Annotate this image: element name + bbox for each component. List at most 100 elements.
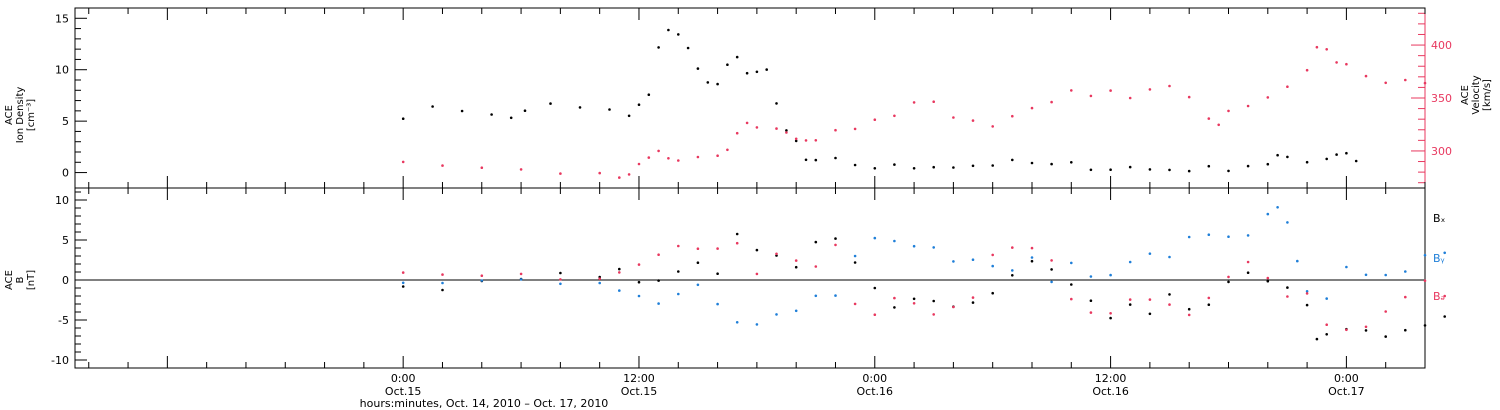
data-point [1384, 273, 1387, 277]
data-point [1364, 325, 1368, 329]
data-point [1296, 259, 1299, 263]
data-point [1070, 161, 1073, 164]
data-point [1148, 252, 1152, 255]
data-point [1364, 74, 1368, 78]
y-tick-label: 0 [62, 167, 69, 180]
data-point [834, 237, 837, 240]
data-point [893, 114, 896, 118]
data-point [716, 82, 719, 86]
data-point [991, 291, 994, 295]
data-point [559, 172, 562, 175]
data-point [814, 158, 818, 162]
data-point [1364, 273, 1368, 277]
data-point [735, 321, 739, 324]
data-point [1207, 296, 1211, 300]
data-point [971, 301, 975, 304]
y-tick-label: 5 [62, 115, 69, 128]
data-point [480, 279, 484, 282]
top-right-title-1: ACE [1460, 85, 1471, 105]
data-point [971, 258, 975, 262]
data-point [1109, 168, 1112, 171]
data-point [775, 102, 778, 105]
data-point [1148, 168, 1152, 171]
data-point [735, 232, 739, 236]
data-point [578, 106, 582, 109]
top-right-title-2: Velocity [1471, 75, 1482, 114]
legend-bz: Bₔ [1433, 290, 1445, 303]
data-point [1404, 270, 1407, 273]
data-point [549, 102, 552, 105]
data-point [1276, 153, 1279, 157]
data-point [1207, 303, 1211, 307]
data-point [637, 280, 641, 284]
data-point [873, 286, 877, 290]
data-point [1089, 311, 1093, 314]
data-point [1345, 151, 1348, 155]
top-left-axis: 0 5 10 15 [55, 12, 87, 180]
y-tick-label: 0 [62, 274, 69, 287]
data-point [893, 296, 896, 300]
data-point [618, 271, 621, 274]
data-point [1148, 298, 1152, 301]
data-point [1089, 275, 1093, 278]
data-point [519, 272, 523, 276]
y-tick-label: -10 [51, 354, 69, 367]
data-point [490, 113, 493, 116]
data-point [1276, 206, 1279, 209]
data-point [1404, 295, 1407, 299]
data-point [1030, 246, 1034, 250]
data-point [932, 165, 935, 169]
data-point [991, 164, 994, 167]
data-point [637, 103, 641, 106]
data-point [1187, 307, 1191, 311]
data-point [1305, 290, 1309, 293]
legend-by: Bᵧ [1433, 252, 1445, 265]
series-velocity [401, 45, 1427, 179]
data-point [991, 264, 994, 268]
data-point [480, 274, 484, 278]
data-point [1345, 265, 1348, 269]
data-point [1109, 316, 1112, 320]
data-point [716, 154, 719, 157]
data-point [1168, 84, 1171, 88]
data-point [716, 247, 719, 250]
data-point [932, 313, 935, 316]
data-point [765, 68, 768, 71]
data-point [1128, 96, 1132, 100]
data-point [952, 166, 955, 169]
data-point [696, 261, 700, 265]
bottom-left-title-1: ACE [4, 270, 15, 290]
bottom-plot-frame [74, 187, 1426, 369]
data-point [696, 283, 700, 287]
data-point [1384, 335, 1387, 338]
x-axis: 0:00Oct.1512:00Oct.150:00Oct.1612:00Oct.… [88, 8, 1426, 398]
series-b-component [401, 206, 1446, 326]
data-point [1305, 292, 1309, 295]
x-tick-label-time: 12:00 [1095, 372, 1127, 385]
data-point [1187, 95, 1191, 99]
data-point [745, 71, 749, 75]
data-point [1315, 337, 1319, 341]
data-point [726, 63, 729, 66]
data-point [618, 289, 621, 292]
data-point [1050, 162, 1053, 166]
data-point [1011, 246, 1014, 249]
data-point [637, 263, 641, 266]
data-point [1109, 273, 1112, 277]
data-point [794, 137, 798, 141]
data-point [1070, 89, 1073, 92]
data-point [523, 109, 527, 112]
data-point [1305, 303, 1309, 307]
x-tick-label-date: Oct.15 [621, 385, 658, 398]
data-point [1286, 221, 1289, 224]
data-point [441, 273, 444, 276]
data-point [1246, 271, 1250, 275]
data-point [893, 239, 896, 243]
data-point [971, 296, 975, 299]
data-point [441, 281, 444, 285]
data-point [804, 139, 808, 142]
data-point [1128, 303, 1132, 306]
data-point [1227, 280, 1230, 284]
data-point [912, 302, 916, 305]
data-point [735, 55, 739, 59]
